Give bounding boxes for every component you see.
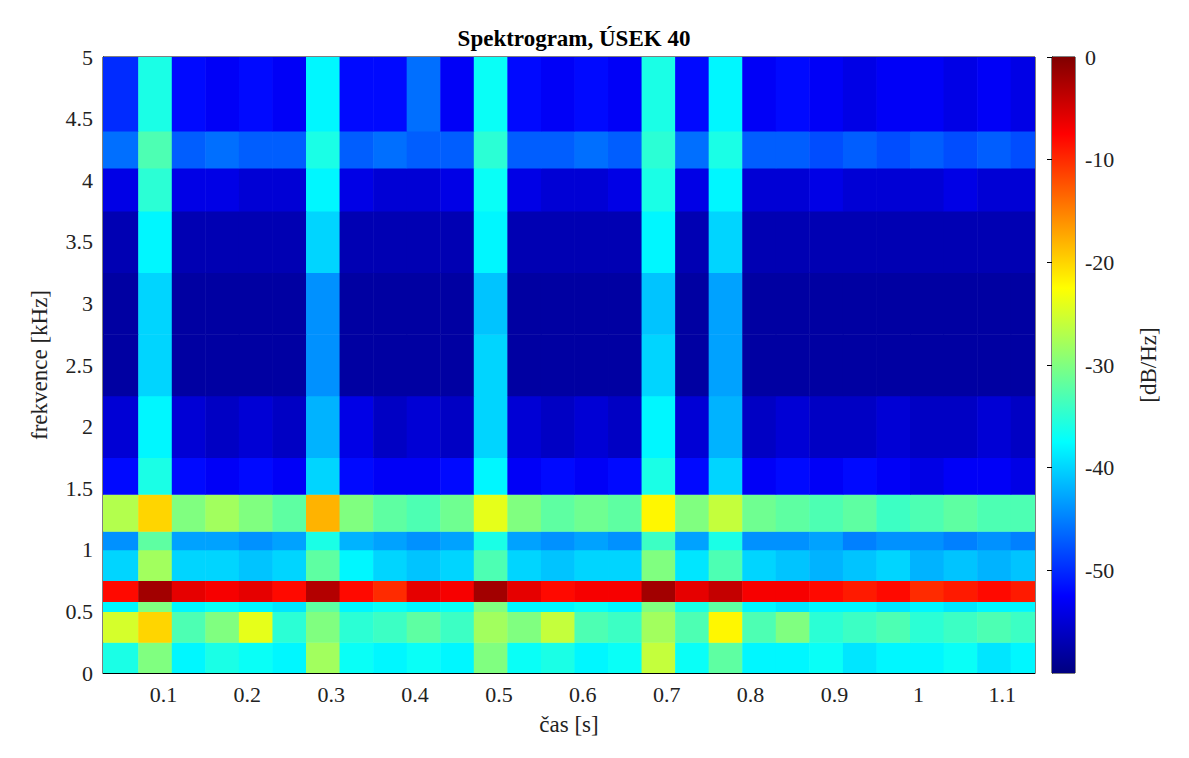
svg-text:-30: -30 — [1085, 353, 1114, 378]
svg-text:1: 1 — [913, 682, 924, 707]
svg-text:0.9: 0.9 — [821, 682, 849, 707]
svg-text:0.1: 0.1 — [150, 682, 178, 707]
svg-text:3: 3 — [82, 291, 93, 316]
svg-text:0.7: 0.7 — [653, 682, 681, 707]
svg-text:0.6: 0.6 — [569, 682, 597, 707]
svg-text:0.5: 0.5 — [485, 682, 513, 707]
svg-text:2: 2 — [82, 414, 93, 439]
svg-text:frekvence [kHz]: frekvence [kHz] — [27, 290, 52, 440]
svg-text:Spektrogram, ÚSEK 40: Spektrogram, ÚSEK 40 — [458, 26, 691, 51]
svg-text:-40: -40 — [1085, 455, 1114, 480]
svg-text:0.3: 0.3 — [317, 682, 345, 707]
svg-text:čas [s]: čas [s] — [539, 712, 598, 737]
svg-text:3.5: 3.5 — [66, 229, 94, 254]
svg-text:[dB/Hz]: [dB/Hz] — [1136, 327, 1161, 402]
svg-text:1.1: 1.1 — [989, 682, 1017, 707]
svg-text:0: 0 — [82, 661, 93, 686]
svg-text:0.8: 0.8 — [737, 682, 765, 707]
svg-text:-50: -50 — [1085, 558, 1114, 583]
svg-text:4.5: 4.5 — [66, 106, 94, 131]
svg-text:0: 0 — [1085, 45, 1096, 70]
svg-text:0.2: 0.2 — [234, 682, 262, 707]
svg-text:0.4: 0.4 — [401, 682, 429, 707]
svg-text:4: 4 — [82, 168, 93, 193]
svg-text:1: 1 — [82, 537, 93, 562]
svg-text:1.5: 1.5 — [66, 476, 94, 501]
svg-text:0.5: 0.5 — [66, 599, 94, 624]
svg-text:-20: -20 — [1085, 250, 1114, 275]
svg-text:-10: -10 — [1085, 147, 1114, 172]
svg-text:2.5: 2.5 — [66, 353, 94, 378]
svg-text:5: 5 — [82, 45, 93, 70]
